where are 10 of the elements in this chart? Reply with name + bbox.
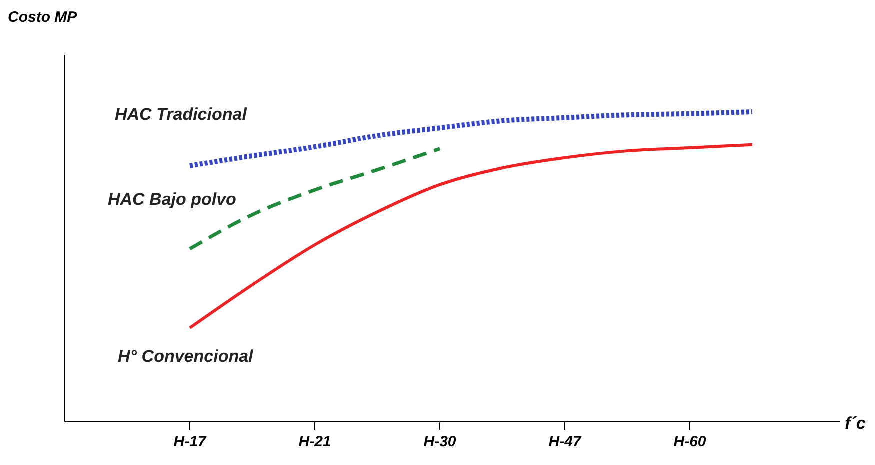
x-tick-label: H-60 <box>674 434 707 451</box>
x-tick-label: H-21 <box>298 434 332 451</box>
series-label: HAC Bajo polvo <box>108 190 236 209</box>
series-label: HAC Tradicional <box>115 105 248 124</box>
x-tick-label: H-47 <box>548 434 582 451</box>
text: Costo MP <box>8 9 78 26</box>
x-axis-title: f´c <box>845 414 866 433</box>
series-label: H° Convencional <box>118 347 255 366</box>
x-tick-label: H-30 <box>424 434 457 451</box>
x-tick-label: H-17 <box>174 434 207 451</box>
